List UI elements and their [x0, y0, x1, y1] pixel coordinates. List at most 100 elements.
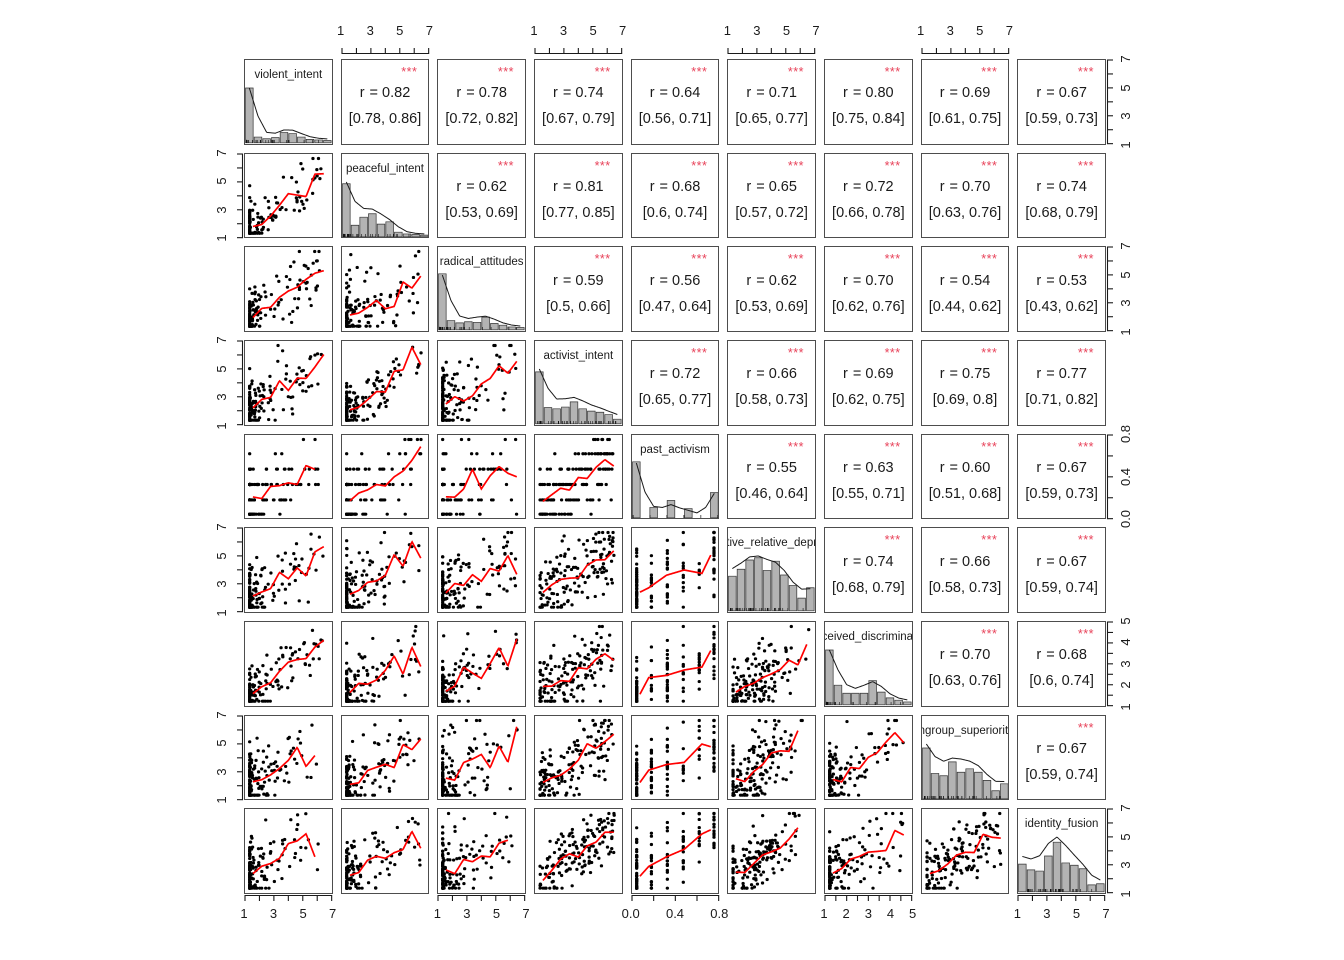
correlation-value: r = 0.60 [939, 459, 991, 476]
r-symbol: r [939, 647, 945, 664]
scatter-cell-8-4 [627, 804, 724, 898]
correlation-cell-3-4: *** r = 0.72 [0.65, 0.77] [627, 336, 724, 430]
correlation-value: r = 0.71 [746, 85, 797, 102]
correlation-content: *** r = 0.60 [0.51, 0.68] [922, 435, 1009, 519]
correlation-panel: *** r = 0.69 [0.61, 0.75] [920, 59, 1010, 145]
r-symbol: r [843, 366, 848, 383]
r-symbol: r [939, 459, 945, 476]
x-axis-top-col-1 [341, 46, 430, 55]
correlation-panel: *** r = 0.70 [0.62, 0.76] [824, 246, 913, 332]
significance-stars: *** [787, 65, 804, 79]
tick-label: 3 [214, 768, 229, 776]
significance-stars: *** [691, 252, 708, 267]
correlation-cell-5-7: *** r = 0.66 [0.58, 0.73] [917, 523, 1014, 617]
correlation-content: *** r = 0.72 [0.66, 0.78] [825, 154, 912, 238]
scatter-cell-2-0 [240, 242, 337, 336]
correlation-content: *** r = 0.74 [0.68, 0.79] [825, 528, 912, 612]
scatter-panel [340, 714, 430, 801]
correlation-value: r = 0.68 [649, 178, 701, 195]
tick-label: 3 [214, 393, 229, 401]
x-axis-bottom-col-6 [824, 894, 913, 903]
tick-label: 1 [214, 796, 229, 804]
r-symbol: r [649, 85, 655, 102]
tick-label: 7 [214, 711, 229, 719]
correlation-value: r = 0.68 [1036, 647, 1087, 664]
confidence-interval: [0.61, 0.75] [928, 111, 1002, 128]
r-symbol: r [553, 85, 558, 102]
confidence-interval: [0.62, 0.76] [832, 298, 905, 315]
correlation-value: r = 0.62 [746, 272, 797, 289]
correlation-panel: *** r = 0.66 [0.58, 0.73] [920, 527, 1010, 613]
significance-stars: *** [884, 346, 901, 360]
scatter-cell-4-0 [240, 430, 337, 524]
r-symbol: r [746, 272, 752, 289]
r-symbol: r [1036, 366, 1042, 383]
r-symbol: r [1036, 85, 1042, 102]
scatter-cell-5-3 [530, 523, 627, 617]
r-symbol: r [456, 178, 462, 195]
correlation-value: r = 0.67 [1036, 740, 1087, 757]
correlation-panel: *** r = 0.72 [0.65, 0.77] [630, 340, 720, 426]
tick-label: 3 [1118, 299, 1133, 308]
diagonal-cell-past_activism: past_activism [627, 430, 724, 524]
x-axis-top-col-7 [921, 46, 1010, 55]
confidence-interval: [0.62, 0.75] [832, 392, 905, 409]
tick-label: 3 [1118, 112, 1133, 120]
scatter-cell-1-0 [240, 149, 337, 243]
tick-label: 0.8 [1118, 424, 1133, 443]
tick-label: 4 [1118, 638, 1133, 647]
correlation-cell-5-8: *** r = 0.67 [0.59, 0.74] [1013, 523, 1110, 617]
correlation-value: r = 0.75 [939, 366, 991, 383]
tick-label: 7 [1118, 55, 1133, 63]
tick-label: 3 [214, 580, 229, 589]
correlation-panel: *** r = 0.64 [0.56, 0.71] [630, 59, 720, 145]
tick-label: 7 [214, 523, 229, 531]
correlation-value: r = 0.66 [746, 366, 797, 383]
tick-label: 7 [214, 336, 229, 344]
tick-label: 2 [842, 906, 850, 921]
correlation-value: r = 0.63 [843, 459, 894, 476]
correlation-content: *** r = 0.62 [0.53, 0.69] [728, 247, 815, 331]
scatter-panel [437, 433, 526, 520]
scatter-cell-5-1 [337, 523, 434, 617]
correlation-cell-4-5: *** r = 0.55 [0.46, 0.64] [723, 430, 820, 524]
r-symbol: r [1036, 740, 1042, 757]
histogram-panel-perceived_discrimination: perceived_discrimination [824, 621, 913, 707]
tick-label: 7 [1102, 906, 1110, 921]
significance-stars: *** [884, 158, 901, 173]
scatter-cell-8-7 [917, 804, 1014, 898]
significance-stars: *** [981, 627, 998, 641]
scatter-panel [244, 527, 333, 613]
scatter-cell-8-3 [530, 804, 627, 898]
x-axis-top-col-3 [534, 46, 623, 55]
scatter-panel [340, 433, 430, 520]
significance-stars: *** [787, 158, 804, 173]
correlation-cell-0-2: *** r = 0.78 [0.72, 0.82] [433, 55, 530, 149]
significance-stars: *** [884, 252, 901, 267]
diagonal-cell-identity_fusion: identity_fusion [1013, 804, 1110, 898]
correlation-value: r = 0.72 [649, 366, 701, 383]
correlation-cell-4-8: *** r = 0.67 [0.59, 0.73] [1013, 430, 1110, 524]
scatter-panel [534, 621, 623, 707]
correlation-content: *** r = 0.62 [0.53, 0.69] [438, 154, 525, 238]
y-axis-right-row-8 [1106, 808, 1115, 894]
confidence-interval: [0.57, 0.72] [735, 204, 808, 221]
correlation-value: r = 0.67 [1036, 553, 1087, 570]
confidence-interval: [0.69, 0.8] [932, 392, 998, 409]
tick-label: 5 [1118, 271, 1133, 279]
correlation-panel: *** r = 0.54 [0.44, 0.62] [920, 246, 1010, 332]
confidence-interval: [0.65, 0.77] [735, 111, 808, 128]
correlation-content: *** r = 0.65 [0.57, 0.72] [728, 154, 815, 238]
scatter-panel [920, 808, 1010, 894]
correlation-cell-0-6: *** r = 0.80 [0.75, 0.84] [820, 55, 917, 149]
confidence-interval: [0.59, 0.74] [1025, 579, 1098, 596]
tick-label: 5 [1072, 906, 1081, 921]
correlation-panel: *** r = 0.60 [0.51, 0.68] [920, 433, 1010, 520]
scatter-panel [244, 621, 333, 707]
correlation-value: r = 0.69 [939, 85, 991, 102]
significance-stars: *** [594, 65, 611, 79]
r-symbol: r [649, 178, 655, 195]
correlation-cell-1-6: *** r = 0.72 [0.66, 0.78] [820, 149, 917, 243]
scatter-cell-8-2 [433, 804, 530, 898]
r-symbol: r [843, 178, 848, 195]
